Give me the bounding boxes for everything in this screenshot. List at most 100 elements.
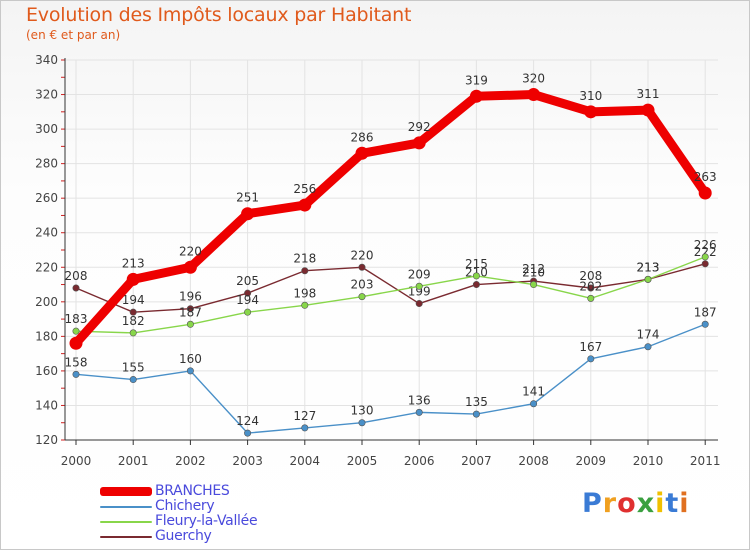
data-point xyxy=(530,281,538,289)
data-point xyxy=(415,300,423,308)
data-label: 213 xyxy=(122,256,145,270)
chart-title: Evolution des Impôts locaux par Habitant xyxy=(26,4,412,26)
x-tick-label: 2009 xyxy=(576,454,607,468)
data-label: 158 xyxy=(65,355,88,369)
data-point xyxy=(415,408,423,416)
data-point xyxy=(301,301,309,309)
data-label: 187 xyxy=(694,305,717,319)
legend-label-chichery: Chichery xyxy=(155,498,215,514)
data-point xyxy=(129,308,137,316)
logo-letter: o xyxy=(617,488,637,519)
legend-swatch-chichery xyxy=(100,506,152,508)
logo-letter: i xyxy=(655,488,666,519)
data-point xyxy=(183,260,197,274)
proxiti-logo: Proxiti xyxy=(582,488,690,519)
data-point xyxy=(358,263,366,271)
data-label: 263 xyxy=(694,170,717,184)
data-point xyxy=(186,367,194,375)
data-point xyxy=(415,282,423,290)
legend-label-fleury: Fleury-la-Vallée xyxy=(155,513,258,529)
data-label: 218 xyxy=(293,252,316,266)
legend-swatch-fleury xyxy=(100,521,152,523)
data-label: 183 xyxy=(65,312,88,326)
data-point xyxy=(129,376,137,384)
y-tick-label: 200 xyxy=(35,295,58,309)
data-point xyxy=(644,343,652,351)
x-tick-label: 2006 xyxy=(404,454,435,468)
data-label: 311 xyxy=(637,87,660,101)
legend-label-branches: BRANCHES xyxy=(155,483,230,499)
x-tick-label: 2003 xyxy=(232,454,263,468)
data-point xyxy=(301,267,309,275)
logo-letter: i xyxy=(679,488,690,519)
data-point xyxy=(244,429,252,437)
logo-letter: t xyxy=(665,488,680,519)
data-point xyxy=(298,198,312,212)
legend-swatch-branches xyxy=(100,487,152,496)
data-label: 196 xyxy=(179,290,202,304)
y-tick-label: 160 xyxy=(35,364,58,378)
data-label: 203 xyxy=(351,278,374,292)
data-label: 310 xyxy=(579,89,602,103)
data-label: 187 xyxy=(179,305,202,319)
data-label: 194 xyxy=(122,293,145,307)
data-label: 213 xyxy=(637,260,660,274)
data-point xyxy=(701,320,709,328)
data-label: 124 xyxy=(236,414,259,428)
data-label: 209 xyxy=(408,267,431,281)
legend-item-fleury: Fleury-la-Vallée xyxy=(100,513,330,529)
legend-item-branches: BRANCHES xyxy=(100,483,330,499)
data-label: 286 xyxy=(351,130,374,144)
data-label: 136 xyxy=(408,393,431,407)
data-label: 160 xyxy=(179,352,202,366)
y-tick-label: 300 xyxy=(35,122,58,136)
data-label: 199 xyxy=(408,285,431,299)
data-label: 320 xyxy=(522,72,545,86)
series-guerchy: 208 194 196 205 218 220 199 210212 208 213 222 xyxy=(65,245,717,316)
series-line xyxy=(71,90,710,348)
data-label: 213 xyxy=(637,260,660,274)
legend-swatch-guerchy xyxy=(100,536,152,538)
data-point xyxy=(587,355,595,363)
data-label: 205 xyxy=(236,274,259,288)
data-label: 127 xyxy=(293,409,316,423)
data-point xyxy=(358,293,366,301)
logo-letter: P xyxy=(582,488,603,519)
y-tick-label: 260 xyxy=(35,191,58,205)
data-point xyxy=(472,281,480,289)
data-point xyxy=(584,105,598,119)
data-label: 220 xyxy=(351,248,374,262)
series-line xyxy=(75,256,706,334)
data-label: 215 xyxy=(465,257,488,271)
data-label: 226 xyxy=(694,238,717,252)
data-point xyxy=(72,370,80,378)
x-tick-label: 2002 xyxy=(175,454,206,468)
data-label: 256 xyxy=(293,182,316,196)
data-point xyxy=(701,253,709,261)
data-label: 222 xyxy=(694,245,717,259)
series-branches: 213 220 251 256 286 292 319 320 310 311 263 xyxy=(69,72,717,350)
data-label: 182 xyxy=(122,314,145,328)
x-tick-label: 2007 xyxy=(461,454,492,468)
data-label: 251 xyxy=(236,191,259,205)
y-tick-label: 340 xyxy=(35,53,58,67)
y-tick-label: 220 xyxy=(35,260,58,274)
series-chichery: 158 155 160 124 127 130 136 135 141 167 174 187 xyxy=(65,305,717,437)
data-label: 210 xyxy=(522,266,545,280)
data-point xyxy=(701,260,709,268)
logo-letter: x xyxy=(636,488,656,519)
data-label: 194 xyxy=(236,293,259,307)
chart-subtitle: (en € et par an) xyxy=(26,28,121,42)
data-point xyxy=(587,284,595,292)
data-label: 198 xyxy=(293,286,316,300)
x-tick-label: 2008 xyxy=(518,454,549,468)
data-point xyxy=(587,294,595,302)
series-line xyxy=(75,323,706,434)
data-label: 202 xyxy=(579,279,602,293)
data-point xyxy=(244,308,252,316)
x-tick-label: 2011 xyxy=(690,454,721,468)
data-point xyxy=(472,410,480,418)
data-point xyxy=(698,186,712,200)
data-point xyxy=(241,207,255,221)
